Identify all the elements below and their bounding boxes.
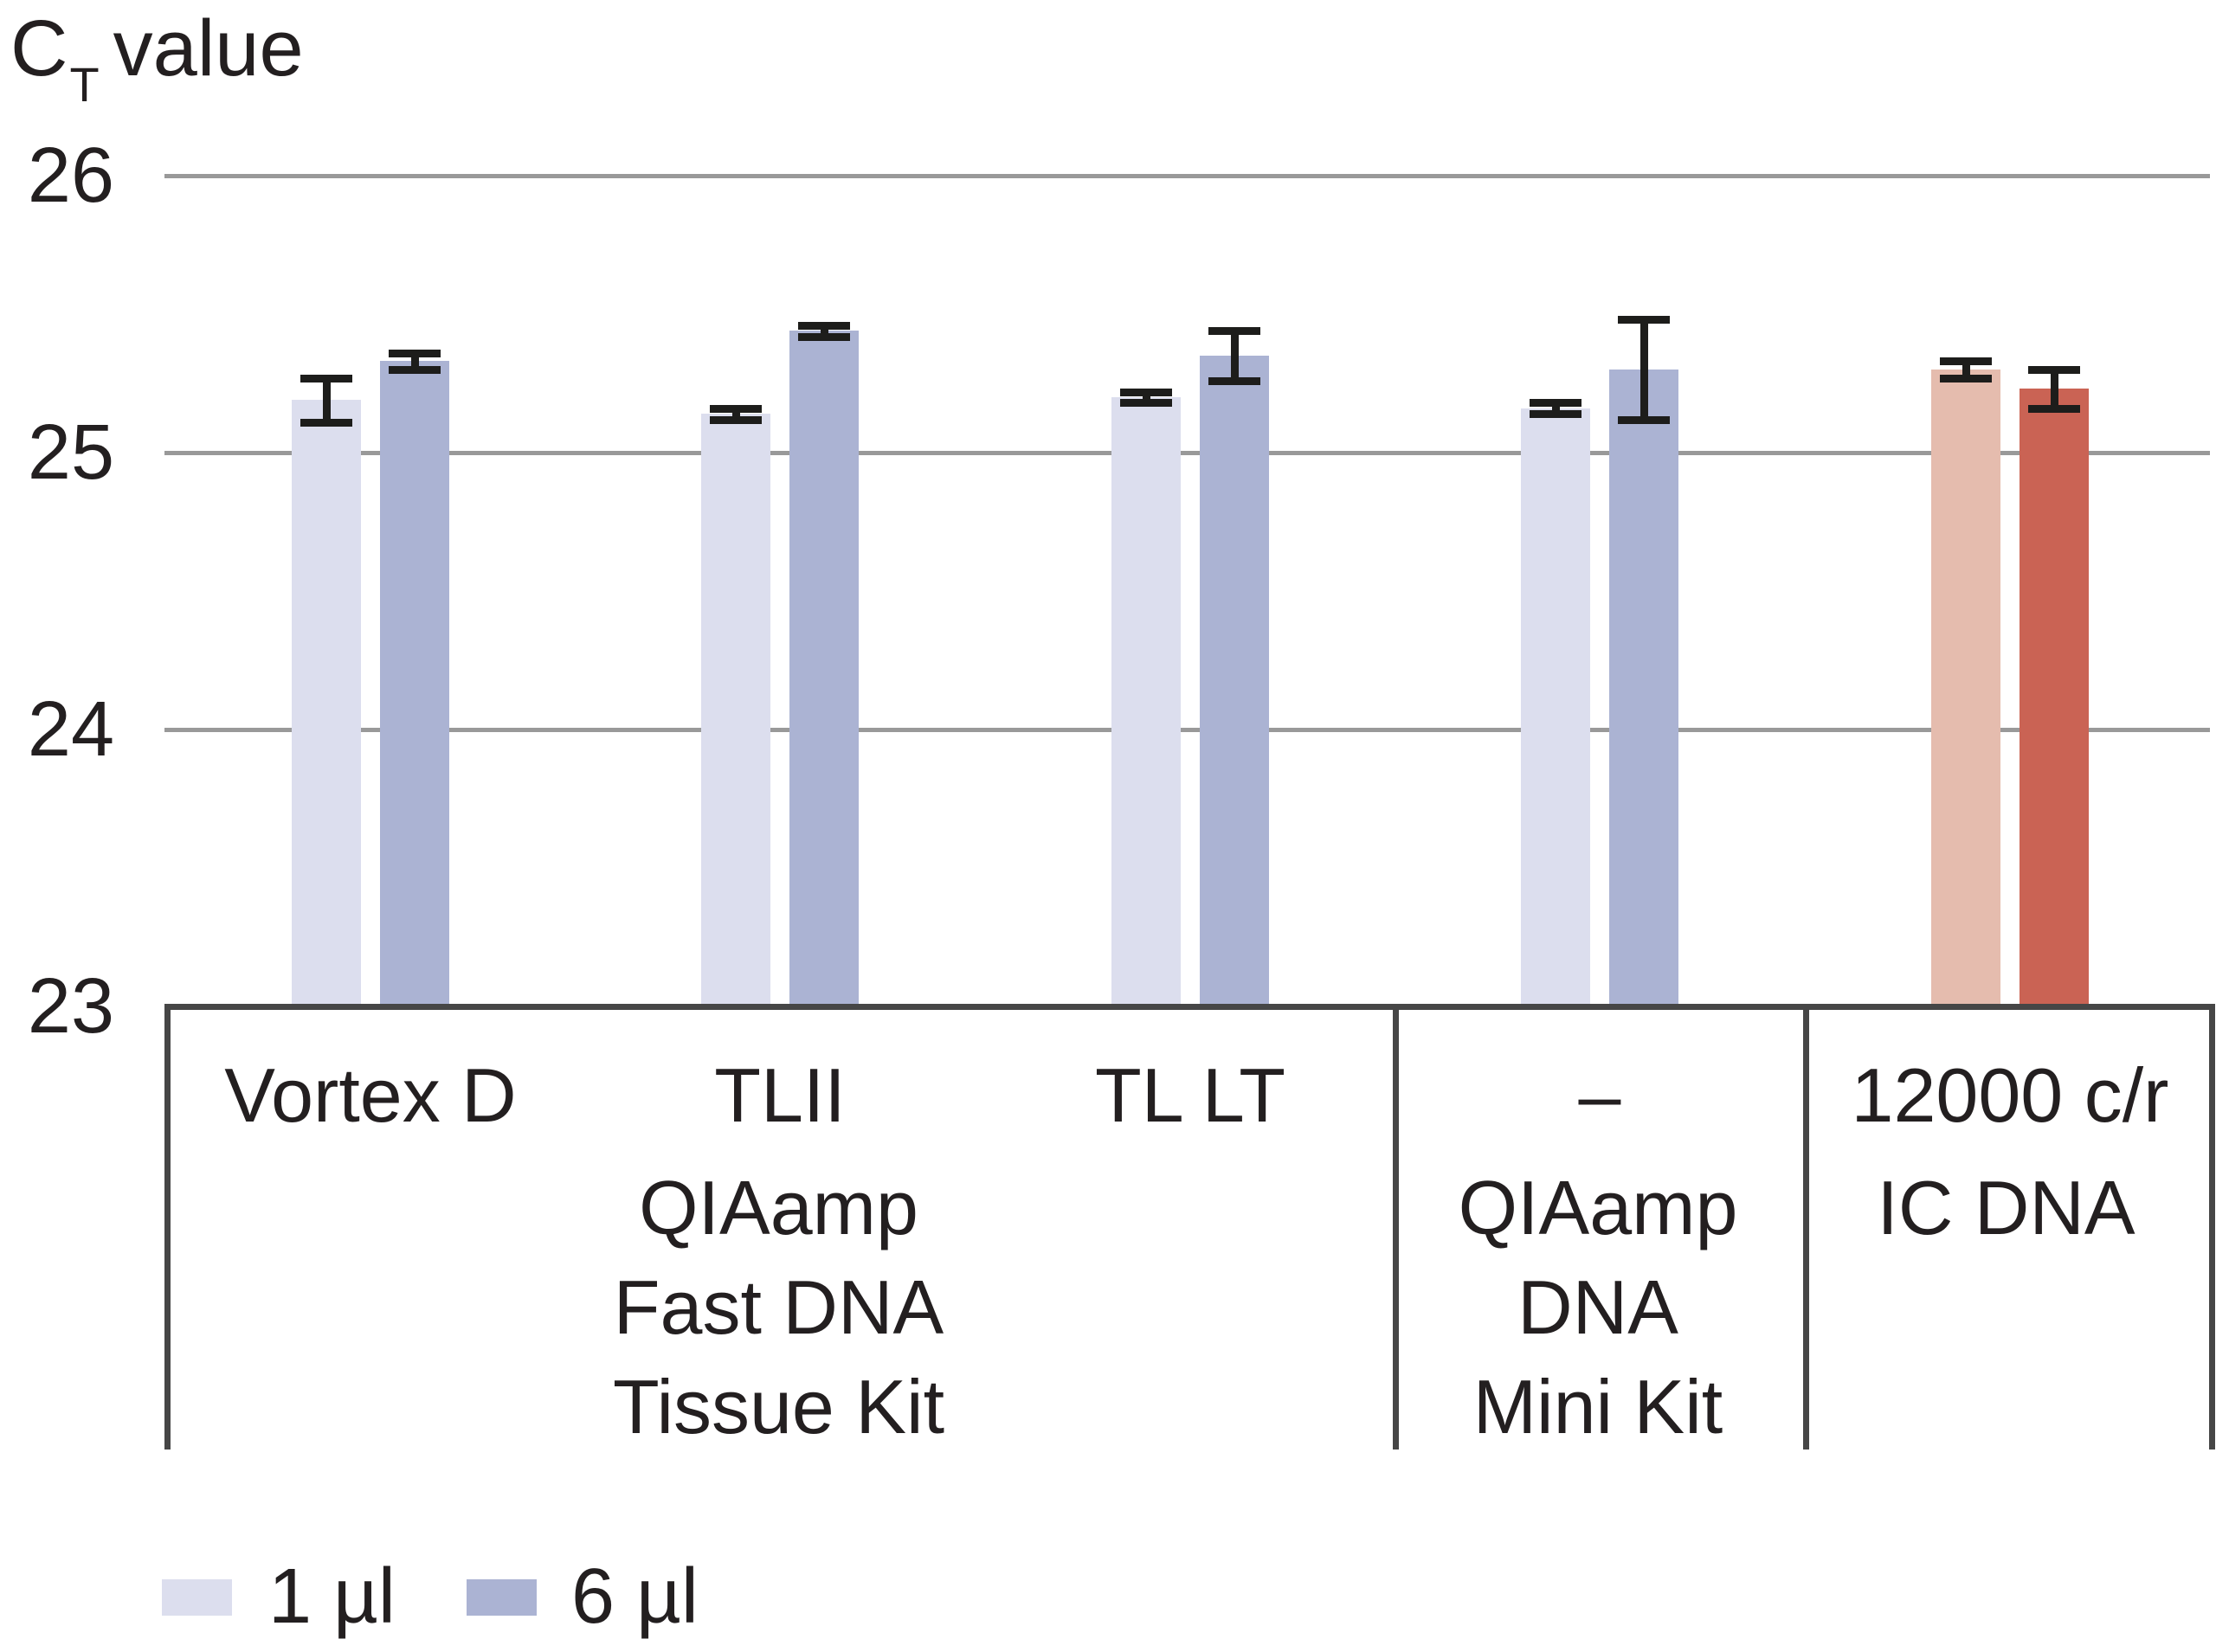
gridline-26 xyxy=(164,174,2210,178)
bar-group2-1µl xyxy=(701,414,770,1008)
bar-group4-6µl xyxy=(1609,370,1678,1008)
error-bar-stem xyxy=(1143,392,1150,402)
bar-group1-6µl xyxy=(380,361,449,1008)
error-bar-cap-top xyxy=(389,350,441,357)
table-border-left xyxy=(164,1004,171,1450)
error-bar-stem xyxy=(1231,331,1239,381)
error-bar-stem xyxy=(323,378,331,422)
error-bar-cap-top xyxy=(710,405,762,413)
error-bar-stem xyxy=(1640,319,1648,420)
section-3-line-1: IC DNA xyxy=(1877,1165,2135,1250)
chart-title-rest: value xyxy=(113,4,304,93)
legend-swatch-6ul xyxy=(467,1579,537,1616)
error-bar-stem xyxy=(1552,402,1560,414)
error-bar-cap-bottom xyxy=(1120,399,1172,407)
section-1-line-3: Tissue Kit xyxy=(612,1364,945,1450)
y-tick-23: 23 xyxy=(27,963,114,1050)
group-label-2: TLII xyxy=(714,1052,846,1138)
group-label-5: 12000 c/r xyxy=(1851,1052,2169,1138)
y-tick-25: 25 xyxy=(27,409,114,496)
section-2-line-3: Mini Kit xyxy=(1472,1364,1723,1450)
gridline-25 xyxy=(164,451,2210,455)
bar-group2-6µl xyxy=(789,331,859,1008)
y-tick-26: 26 xyxy=(27,132,114,219)
error-bar-cap-bottom xyxy=(798,333,850,341)
error-bar-cap-bottom xyxy=(2028,405,2080,413)
error-bar-cap-top xyxy=(1120,389,1172,396)
bar-group5-6µl xyxy=(2020,389,2089,1008)
bar-group4-1µl xyxy=(1521,408,1590,1008)
chart-title-subscript: T xyxy=(69,57,100,112)
error-bar-cap-bottom xyxy=(1618,416,1670,424)
error-bar-cap-bottom xyxy=(389,366,441,374)
error-bar-stem xyxy=(732,408,740,420)
error-bar-cap-top xyxy=(300,375,352,382)
section-1-line-1: QIAamp xyxy=(639,1165,918,1250)
error-bar-cap-bottom xyxy=(1940,375,1992,382)
gridline-24 xyxy=(164,728,2210,732)
error-bar-cap-bottom xyxy=(1530,410,1581,418)
error-bar-stem xyxy=(821,325,828,337)
section-2-line-2: DNA xyxy=(1517,1264,1678,1350)
section-2-line-1: QIAamp xyxy=(1458,1165,1738,1250)
bar-group3-6µl xyxy=(1200,356,1269,1008)
legend-swatch-1ul xyxy=(162,1579,232,1616)
error-bar-stem xyxy=(2051,370,2058,408)
legend-label-1ul: 1 µl xyxy=(268,1553,396,1640)
error-bar-cap-bottom xyxy=(710,416,762,424)
section-1-line-2: Fast DNA xyxy=(613,1264,944,1350)
bar-group1-1µl xyxy=(292,400,361,1008)
group-label-1: Vortex D xyxy=(224,1052,517,1138)
chart-title: CT value xyxy=(10,3,304,112)
table-border-right xyxy=(2209,1004,2215,1450)
error-bar-cap-top xyxy=(798,322,850,330)
error-bar-cap-top xyxy=(1530,399,1581,407)
bar-group3-1µl xyxy=(1111,397,1181,1008)
error-bar-cap-top xyxy=(2028,366,2080,374)
error-bar-cap-top xyxy=(1940,357,1992,365)
bar-group5-1µl xyxy=(1931,370,2000,1008)
error-bar-stem xyxy=(1962,361,1970,378)
group-label-4: – xyxy=(1578,1052,1621,1138)
error-bar-stem xyxy=(411,353,419,370)
table-divider xyxy=(1803,1004,1809,1450)
table-divider xyxy=(1393,1004,1399,1450)
error-bar-cap-top xyxy=(1618,316,1670,324)
chart-title-base: C xyxy=(10,4,68,93)
error-bar-cap-bottom xyxy=(300,419,352,427)
error-bar-cap-top xyxy=(1208,327,1260,335)
table-border-top xyxy=(164,1004,2215,1010)
y-tick-24: 24 xyxy=(27,686,114,773)
group-label-3: TL LT xyxy=(1094,1052,1286,1138)
error-bar-cap-bottom xyxy=(1208,377,1260,385)
legend-label-6ul: 6 µl xyxy=(571,1553,699,1640)
